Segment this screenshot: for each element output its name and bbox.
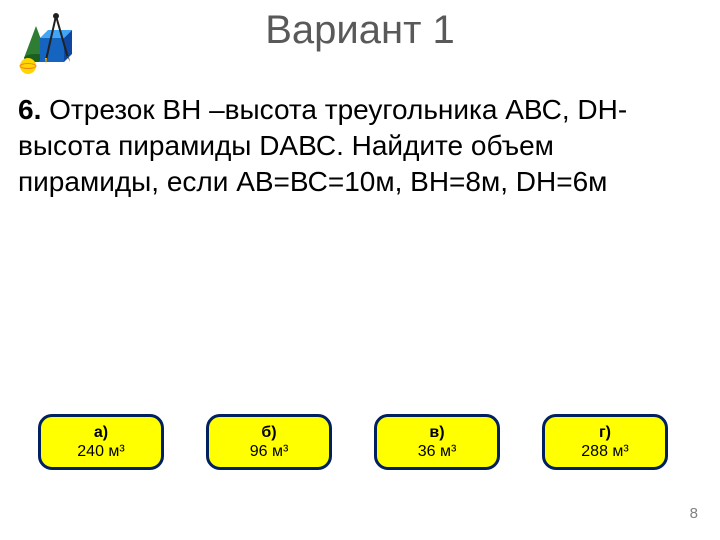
answer-value: 36 м³ [418, 442, 457, 461]
answer-value: 288 м³ [581, 442, 628, 461]
problem-text: 6. Отрезок ВН –высота треугольника АВС, … [18, 92, 698, 199]
answer-label: б) [261, 423, 276, 442]
answer-option-c[interactable]: в) 36 м³ [374, 414, 500, 470]
answer-label: г) [599, 423, 611, 442]
answer-value: 96 м³ [250, 442, 289, 461]
answer-label: а) [94, 423, 108, 442]
answer-option-a[interactable]: а) 240 м³ [38, 414, 164, 470]
problem-body: Отрезок ВН –высота треугольника АВС, DН-… [18, 94, 627, 197]
page-title: Вариант 1 [0, 8, 720, 53]
answers-row: а) 240 м³ б) 96 м³ в) 36 м³ г) 288 м³ [38, 414, 668, 470]
answer-label: в) [429, 423, 444, 442]
page-title-container: Вариант 1 [0, 8, 720, 53]
problem-number: 6. [18, 94, 41, 125]
page-number: 8 [690, 505, 698, 522]
answer-value: 240 м³ [77, 442, 124, 461]
answer-option-b[interactable]: б) 96 м³ [206, 414, 332, 470]
answer-option-d[interactable]: г) 288 м³ [542, 414, 668, 470]
